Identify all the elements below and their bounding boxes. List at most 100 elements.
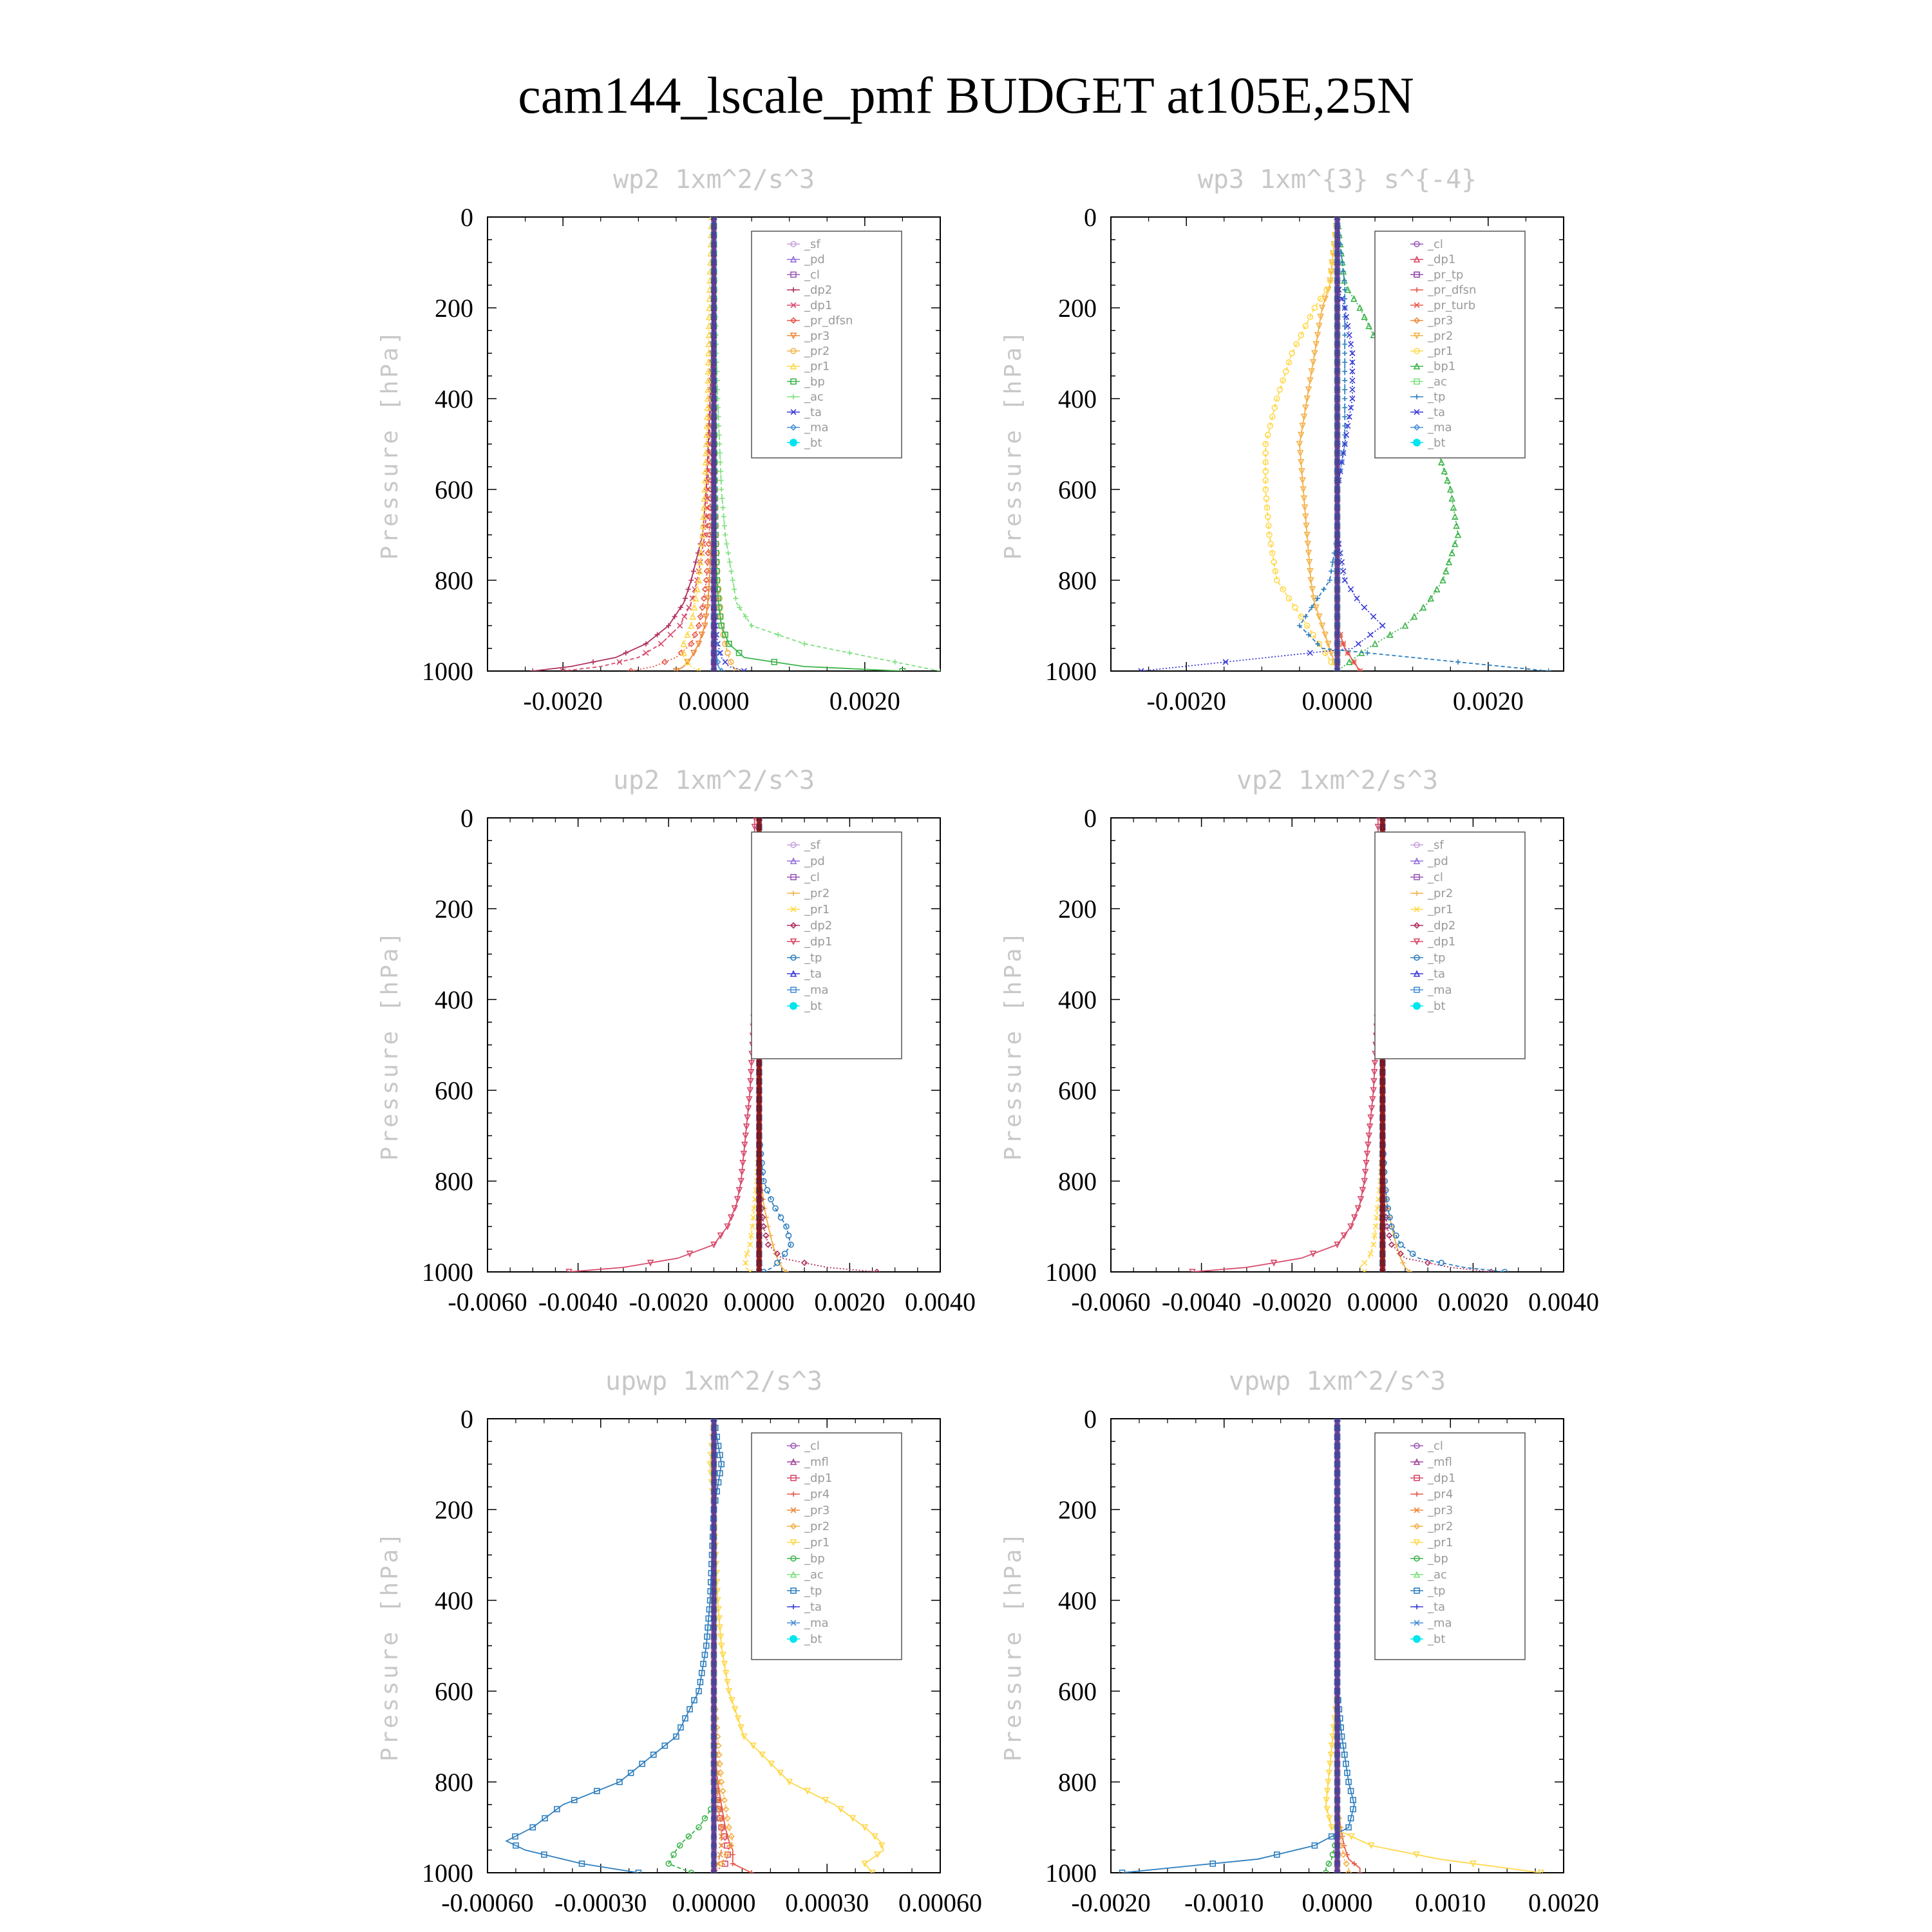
data-point-tp [777,1214,784,1221]
legend-marker [1413,1002,1421,1010]
data-point-cl [1414,1443,1420,1449]
data-point-tp [1345,1824,1352,1831]
panel-title: vpwp 1xm^2/s^3 [1229,1367,1446,1396]
data-point-dp1 [1414,1475,1420,1481]
data-point-tp [1340,1742,1347,1749]
data-point-pr2 [1305,549,1312,557]
data-point-dp1 [735,1187,743,1194]
data-point-pr1 [700,513,707,520]
data-point-pr2 [727,1842,734,1849]
data-point-pr2 [1307,568,1314,575]
legend-label: _bt [1427,1633,1445,1646]
data-point-pr1 [698,540,706,547]
data-point-ta [1413,970,1421,977]
data-point-dp1 [731,1205,739,1213]
data-point-dp2 [591,659,596,665]
legend-label: _pr1 [804,360,829,374]
data-point-dp2 [764,1241,772,1248]
data-point-pr1 [1328,1824,1336,1832]
data-point-pr-turb [1357,668,1363,671]
panel-2: wp3 1xm^{3} s^{-4} Pressure [hPa] 0 200 400 6… [1000,165,1564,715]
data-point-bp1 [1401,621,1409,629]
data-point-dp1 [1363,1150,1371,1158]
data-point-pr2 [715,1751,723,1758]
data-point-pr1 [1271,558,1277,565]
data-point-ac [802,641,808,647]
legend-marker [790,439,797,447]
data-point-sf [1414,842,1420,848]
data-point-pr1 [1413,1852,1420,1859]
data-point-tp [717,1470,723,1477]
data-point-pr1 [1372,1223,1379,1230]
legend-label: _tp [804,951,822,965]
data-point-ta [1354,595,1360,601]
data-point-pr1 [716,1624,724,1632]
legend-label: _ma [804,421,829,435]
data-point-pr1 [699,522,706,529]
data-point-bp [726,640,732,647]
series-line-bp [667,1419,715,1873]
legend-label: _bt [1427,436,1445,450]
data-point-tp [1342,341,1348,347]
legend-label: _ma [1427,1616,1452,1630]
data-point-ac [721,523,727,529]
legend-label: _tp [1427,951,1445,965]
data-point-pr1 [749,1223,755,1230]
data-point-ac [730,578,735,583]
data-point-pr1 [1325,1815,1333,1823]
legend-marker [1413,439,1421,447]
legend-label: _sf [1427,838,1444,852]
y-tick-label: 600 [435,1076,473,1105]
data-point-bp [670,1852,677,1858]
data-point-pr3 [703,604,711,612]
x-tick-label: 0.00030 [785,1888,869,1917]
data-point-pr2 [717,1769,724,1777]
legend-label: _ta [804,967,822,981]
data-point-pr2 [724,1815,731,1822]
data-point-pr2 [1305,386,1312,393]
legend-label: _pr3 [804,329,829,343]
legend-box [1374,1432,1526,1660]
data-point-ac [733,596,739,601]
data-point-bp1 [1350,295,1358,302]
data-point-pr3 [690,650,697,657]
data-point-pr1 [701,486,708,493]
data-point-ta [1361,604,1368,611]
data-point-bp1 [1427,594,1435,601]
data-point-tp [1327,578,1332,583]
data-point-pr4 [1351,1861,1357,1866]
data-point-pr2 [716,1760,724,1767]
y-tick-label: 200 [1058,294,1097,323]
data-point-bp1 [1448,549,1455,556]
data-point-pr2 [1318,622,1326,630]
data-point-dp1 [746,1087,754,1094]
data-point-tp [697,1679,704,1685]
legend-label: _cl [1427,238,1443,251]
x-tick-label: 0.0020 [1453,687,1524,715]
data-point-pr-dfsn [627,667,634,671]
data-point-cl [1414,874,1420,880]
data-point-tp [788,1241,794,1248]
data-point-bp1 [1437,458,1445,466]
data-point-pr1 [1265,522,1272,529]
data-point-dp1 [737,1178,744,1185]
data-point-dp1 [677,622,683,629]
data-point-ta [1340,568,1347,574]
legend-box [751,231,902,459]
y-axis-label: Pressure [hPa] [377,1530,403,1761]
data-point-pr2 [764,1215,770,1220]
data-point-ac [719,496,725,502]
legend: _cl _mfl _dp1 _pr4 _pr3 _pr2 _pr1 _bp _ac _tp _ta _… [751,1432,902,1660]
data-point-dp1 [1361,1169,1369,1176]
legend-label: _ta [1427,406,1445,419]
data-point-pr1 [1298,332,1305,339]
data-point-dp2 [690,568,696,574]
data-point-pr-dfsn [1414,287,1419,293]
data-point-pr1 [878,1842,886,1850]
data-point-dp2 [800,1259,808,1267]
legend-label: _pr3 [1427,314,1453,328]
data-point-pr2 [1321,296,1329,303]
y-tick-label: 0 [1084,203,1097,232]
data-point-ac [720,505,726,511]
legend-label: _mfl [1427,1455,1452,1469]
